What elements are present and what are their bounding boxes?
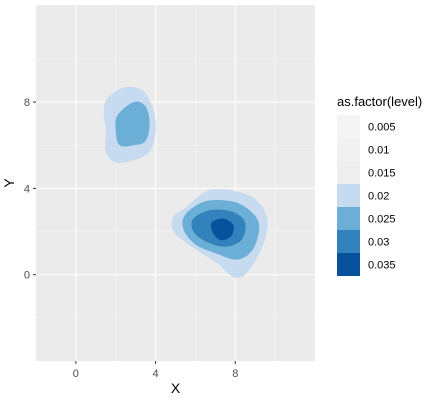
x-tick-label: 0 <box>73 368 79 380</box>
y-tick-label: 8 <box>24 97 30 109</box>
legend-key-0-005 <box>337 115 360 138</box>
legend-key-0-01 <box>337 138 360 161</box>
contour-bands <box>103 86 268 278</box>
y-axis-ticks: 0 4 8 <box>24 97 36 282</box>
legend-label: 0.025 <box>368 214 396 226</box>
y-tick-label: 4 <box>24 183 30 195</box>
legend-title: as.factor(level) <box>337 94 422 109</box>
legend-label: 0.005 <box>368 122 396 134</box>
legend-label: 0.03 <box>368 237 389 249</box>
y-tick-label: 0 <box>24 270 30 282</box>
legend-key-0-02 <box>337 184 360 207</box>
x-axis-title: X <box>171 380 181 396</box>
y-axis-title: Y <box>1 178 17 188</box>
legend-key-0-035 <box>337 253 360 276</box>
legend-key-0-025 <box>337 207 360 230</box>
legend: 0.005 0.01 0.015 0.02 0.025 0.03 0.035 <box>337 115 396 276</box>
x-tick-label: 4 <box>153 368 159 380</box>
contour-band-0-035 <box>210 218 234 241</box>
legend-key-0-015 <box>337 161 360 184</box>
legend-key-0-03 <box>337 230 360 253</box>
plot-panel <box>36 5 315 361</box>
x-axis-ticks: 0 4 8 <box>73 361 238 380</box>
legend-label: 0.015 <box>368 168 396 180</box>
legend-label: 0.01 <box>368 145 389 157</box>
x-tick-label: 8 <box>232 368 238 380</box>
contour-band-0-025 <box>115 101 150 147</box>
major-grid <box>36 5 315 361</box>
legend-label: 0.02 <box>368 191 389 203</box>
cluster-lower-right <box>171 188 268 278</box>
legend-label: 0.035 <box>368 260 396 272</box>
cluster-upper-left <box>103 86 156 163</box>
